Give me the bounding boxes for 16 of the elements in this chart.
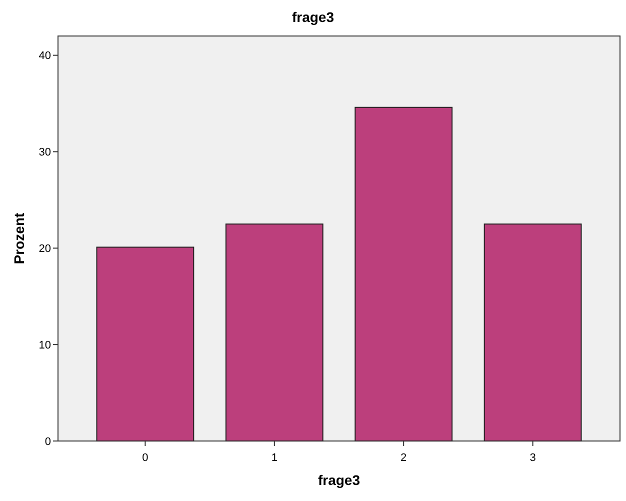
y-tick-label: 10 [38, 339, 51, 352]
x-tick-label: 2 [400, 452, 407, 464]
y-tick-label: 20 [38, 242, 51, 255]
y-tick-label: 30 [38, 146, 51, 159]
x-tick-label: 0 [142, 452, 148, 464]
bar [96, 246, 194, 442]
x-axis-title: frage3 [318, 472, 360, 488]
y-axis-title: Prozent [11, 212, 27, 264]
bar [225, 224, 324, 442]
chart-title: frage3 [292, 9, 334, 25]
y-tick-label: 0 [44, 436, 51, 448]
x-tick-label: 3 [530, 452, 536, 464]
bar [354, 106, 453, 442]
y-tick-label: 40 [38, 50, 51, 62]
bar [484, 224, 582, 442]
x-tick-label: 1 [271, 452, 278, 464]
